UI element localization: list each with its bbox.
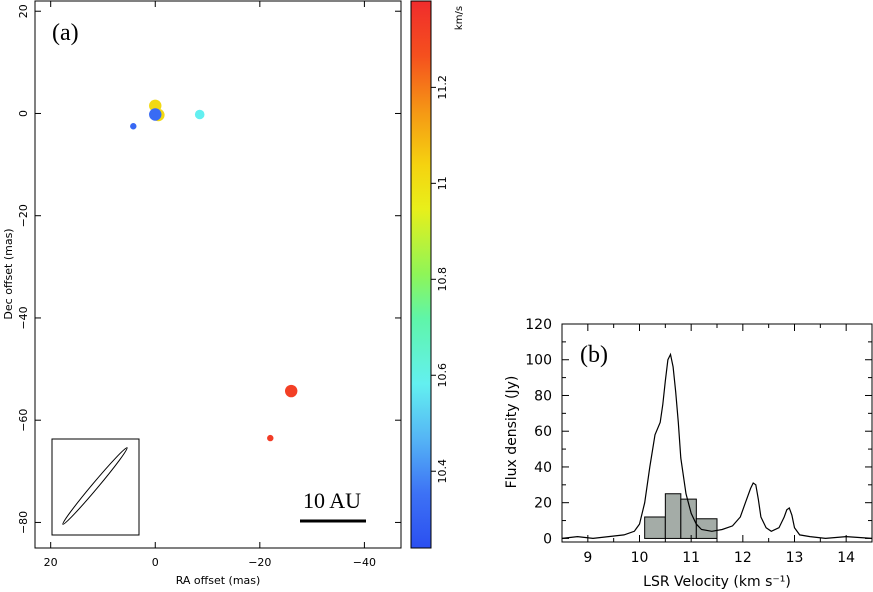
panel-a-chart: 20 0 −20 −40 20 0 −20 −40 −60 −80 (a) RA offset … bbox=[2, 0, 402, 587]
colorbar-tick-label: 11 bbox=[436, 176, 449, 190]
colorbar-unit: km/s bbox=[454, 6, 465, 30]
a-x-tick-label: 20 bbox=[44, 556, 58, 569]
a-y-tick-label: −40 bbox=[17, 306, 30, 329]
a-x-tick-label: 0 bbox=[152, 556, 159, 569]
scale-bar: 10 AU bbox=[300, 488, 366, 523]
b-x-tick-label: 12 bbox=[734, 550, 752, 566]
colorbar-tick-label: 10.8 bbox=[436, 267, 449, 292]
panel-b-x-ticks: 9 10 11 12 13 14 bbox=[561, 324, 873, 566]
b-y-tick-label: 20 bbox=[534, 496, 552, 512]
a-y-tick-label: −60 bbox=[17, 409, 30, 432]
beam-ellipse bbox=[62, 447, 128, 525]
b-y-tick-label: 100 bbox=[525, 353, 552, 369]
maser-spot bbox=[149, 108, 162, 121]
b-y-tick-label: 0 bbox=[543, 531, 552, 547]
a-y-tick-label: 20 bbox=[17, 4, 30, 18]
b-y-tick-label: 120 bbox=[525, 317, 552, 333]
histogram-bar bbox=[664, 493, 682, 539]
b-x-tick-label: 14 bbox=[837, 550, 855, 566]
maser-spot bbox=[267, 434, 274, 442]
beam-inset bbox=[51, 438, 140, 536]
a-y-tick-label: −80 bbox=[17, 511, 30, 534]
colorbar-tick-label: 11.2 bbox=[436, 75, 449, 100]
histogram-bar bbox=[695, 518, 718, 539]
colorbar-ticks: 10.4 10.6 10.8 11 11.2 bbox=[431, 75, 449, 483]
panel-a-y-ticks: 20 0 −20 −40 −60 −80 bbox=[17, 4, 401, 534]
panel-b-xlabel: LSR Velocity (km s⁻¹) bbox=[643, 574, 791, 590]
maser-spot bbox=[285, 384, 298, 398]
panel-a-label: (a) bbox=[52, 20, 79, 46]
panel-a-ylabel: Dec offset (mas) bbox=[2, 228, 15, 319]
a-y-tick-label: −20 bbox=[17, 204, 30, 227]
b-y-tick-label: 40 bbox=[534, 460, 552, 476]
panel-b-ylabel: Flux density (Jy) bbox=[504, 376, 520, 489]
colorbar-tick-label: 10.6 bbox=[436, 363, 449, 388]
panel-b-label: (b) bbox=[580, 342, 608, 368]
maser-spot bbox=[194, 109, 205, 120]
panel-b-chart: 9 10 11 12 13 14 0 20 40 60 80 100 120 (b) LSR Velo… bbox=[504, 317, 873, 590]
panel-a-points bbox=[130, 99, 298, 442]
b-x-tick-label: 11 bbox=[682, 550, 700, 566]
maser-spot bbox=[130, 123, 137, 130]
b-y-tick-label: 60 bbox=[534, 424, 552, 440]
scale-bar-label: 10 AU bbox=[303, 488, 361, 513]
b-y-tick-label: 80 bbox=[534, 388, 552, 404]
a-y-tick-label: 0 bbox=[17, 110, 30, 117]
panel-b-histogram bbox=[644, 493, 718, 539]
histogram-bar bbox=[644, 516, 666, 539]
panel-a-frame bbox=[34, 0, 402, 549]
colorbar: 10.4 10.6 10.8 11 11.2 km/s bbox=[410, 0, 465, 549]
b-x-tick-label: 13 bbox=[786, 550, 804, 566]
panel-a-xlabel: RA offset (mas) bbox=[176, 574, 261, 587]
colorbar-gradient bbox=[410, 0, 432, 549]
a-x-tick-label: −40 bbox=[353, 556, 376, 569]
spectrum-line bbox=[561, 352, 873, 540]
colorbar-tick-label: 10.4 bbox=[436, 459, 449, 484]
panel-b-frame bbox=[561, 323, 873, 543]
panel-b-y-ticks: 0 20 40 60 80 100 120 bbox=[525, 317, 872, 547]
a-x-tick-label: −20 bbox=[248, 556, 271, 569]
panel-a-x-ticks: 20 0 −20 −40 bbox=[44, 1, 376, 569]
b-x-tick-label: 10 bbox=[631, 550, 649, 566]
beam-box bbox=[51, 438, 140, 536]
b-x-tick-label: 9 bbox=[583, 550, 592, 566]
